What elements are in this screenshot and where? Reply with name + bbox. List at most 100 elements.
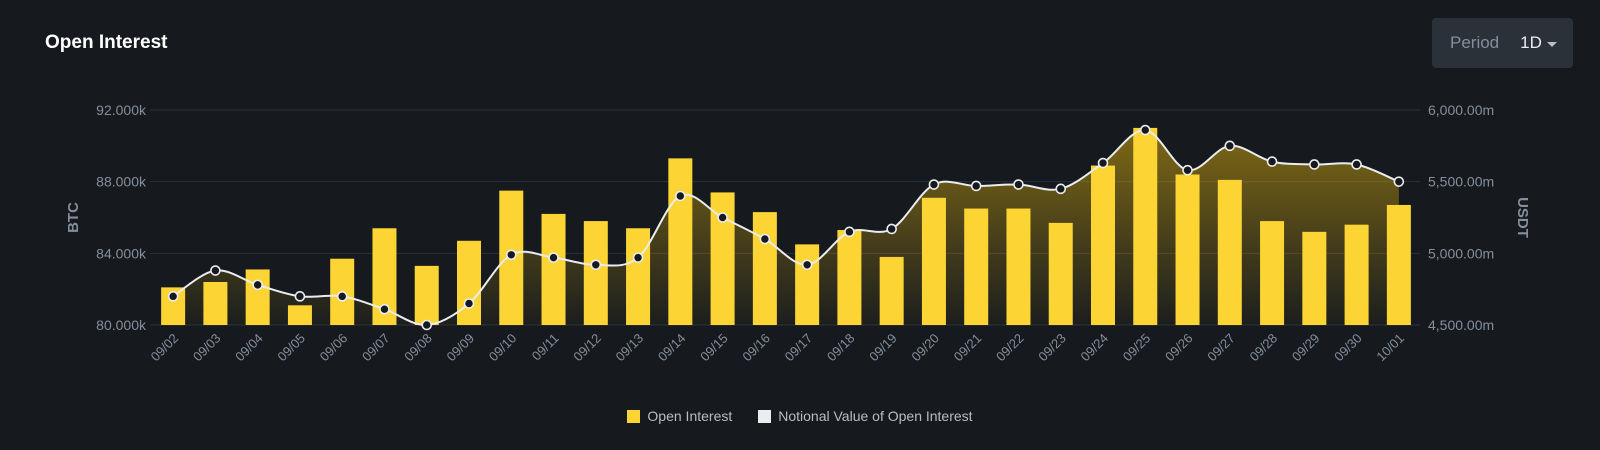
bar-open-interest — [921, 197, 946, 325]
period-selector[interactable]: Period 1D — [1432, 18, 1573, 68]
x-tick-label: 09/05 — [274, 331, 308, 365]
bar-open-interest — [1260, 221, 1285, 325]
y-left-tick-label: 80.000k — [96, 317, 147, 333]
notional-point — [886, 223, 897, 235]
x-tick-label: 09/16 — [739, 331, 773, 365]
x-tick-label: 09/13 — [613, 331, 647, 365]
notional-line — [167, 124, 1405, 331]
notional-area-fill — [173, 130, 1399, 326]
x-tick-label: 09/21 — [951, 331, 985, 365]
period-value[interactable]: 1D — [1520, 33, 1542, 52]
notional-point — [759, 233, 771, 245]
page-title: Open Interest — [45, 32, 168, 53]
notional-point — [1309, 159, 1320, 170]
y-right-tick-label: 6,000.00m — [1428, 102, 1494, 118]
x-tick-label: 09/27 — [1204, 331, 1238, 365]
notional-point — [167, 291, 179, 302]
bar-open-interest — [1048, 222, 1073, 325]
notional-point — [294, 291, 306, 302]
notional-point — [844, 226, 855, 238]
chart-legend: Open Interest Notional Value of Open Int… — [0, 408, 1600, 424]
x-tick-label: 09/20 — [908, 331, 942, 365]
x-tick-label: 09/17 — [782, 331, 816, 365]
y-left-tick-label: 84.000k — [96, 245, 147, 261]
bar-open-interest — [1006, 208, 1031, 325]
notional-point — [1224, 140, 1236, 152]
x-tick-label: 09/04 — [232, 331, 266, 365]
x-tick-label: 09/11 — [529, 331, 562, 364]
bar-open-interest — [1175, 174, 1200, 325]
x-tick-label: 09/28 — [1247, 331, 1281, 365]
y-right-tick-label: 5,500.00m — [1428, 174, 1494, 190]
bar-open-interest — [287, 305, 312, 325]
legend-label-open-interest: Open Interest — [647, 408, 733, 424]
notional-area — [173, 130, 1399, 326]
bar-open-interest — [752, 212, 777, 325]
y-right-axis-title: USDT — [1514, 197, 1531, 238]
notional-point — [1182, 164, 1193, 176]
notional-point — [675, 190, 686, 202]
caret-down-icon[interactable] — [1546, 41, 1557, 47]
notional-point — [928, 179, 940, 190]
bar-open-interest — [795, 244, 820, 325]
y-right-tick-label: 4,500.00m — [1428, 317, 1494, 333]
legend-item-notional-value[interactable]: Notional Value of Open Interest — [758, 408, 973, 424]
notional-point — [801, 259, 813, 271]
notional-point — [1097, 157, 1109, 169]
notional-point — [505, 249, 517, 261]
notional-point — [336, 291, 348, 302]
x-tick-label: 09/03 — [190, 331, 224, 365]
notional-point — [421, 319, 433, 331]
bar-open-interest — [1217, 179, 1242, 325]
y-left-tick-label: 88.000k — [96, 174, 147, 190]
bar-open-interest — [541, 213, 566, 325]
x-tick-label: 09/29 — [1289, 331, 1323, 365]
x-tick-label: 09/24 — [1078, 331, 1112, 365]
bar-open-interest — [245, 269, 270, 325]
notional-point — [1013, 179, 1024, 190]
notional-point — [717, 212, 728, 223]
open-interest-bars — [161, 127, 1411, 326]
notional-point — [463, 298, 475, 309]
notional-point — [1055, 183, 1067, 195]
notional-point — [252, 279, 263, 291]
x-tick-label: 09/09 — [444, 331, 478, 365]
x-tick-label: 09/15 — [697, 331, 731, 365]
notional-point — [1266, 156, 1278, 167]
x-tick-label: 09/26 — [1162, 331, 1196, 365]
notional-point — [1139, 124, 1151, 136]
notional-point — [379, 303, 390, 315]
legend-swatch-open-interest — [627, 409, 641, 423]
x-tick-label: 09/19 — [866, 331, 900, 365]
bar-open-interest — [1302, 231, 1327, 325]
legend-item-open-interest[interactable]: Open Interest — [627, 408, 732, 424]
x-tick-label: 09/10 — [486, 331, 520, 365]
notional-point — [632, 252, 644, 263]
notional-point — [1393, 176, 1405, 187]
bar-open-interest — [457, 240, 481, 325]
x-tick-label: 09/30 — [1331, 331, 1365, 365]
bar-open-interest — [879, 256, 904, 325]
x-tick-label: 09/18 — [824, 331, 858, 365]
y-left-tick-label: 92.000k — [96, 102, 147, 118]
x-tick-label: 09/25 — [1120, 331, 1154, 365]
notional-point — [590, 259, 602, 271]
x-tick-label: 09/22 — [993, 331, 1027, 365]
x-tick-label: 09/02 — [148, 331, 182, 365]
x-tick-label: 09/12 — [570, 331, 604, 365]
legend-label-notional-value: Notional Value of Open Interest — [778, 408, 973, 424]
bar-open-interest — [414, 265, 439, 325]
x-tick-label: 09/08 — [401, 331, 435, 365]
x-tick-label: 09/06 — [317, 331, 351, 365]
notional-point — [210, 265, 221, 276]
bar-open-interest — [1133, 127, 1158, 326]
bar-open-interest — [626, 228, 651, 325]
bar-open-interest — [837, 230, 862, 325]
notional-point — [970, 180, 982, 192]
notional-point — [548, 252, 559, 263]
y-right-tick-label: 5,000.00m — [1428, 245, 1494, 261]
x-tick-label: 10/01 — [1373, 331, 1407, 365]
period-label: Period — [1450, 33, 1500, 52]
x-tick-label: 09/14 — [655, 331, 689, 365]
